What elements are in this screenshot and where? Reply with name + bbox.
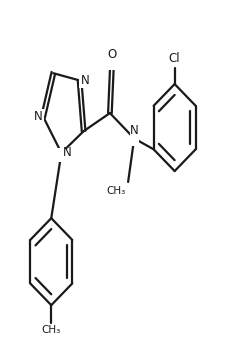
Text: Cl: Cl — [169, 52, 180, 65]
Text: CH₃: CH₃ — [42, 325, 61, 335]
Text: CH₃: CH₃ — [107, 186, 126, 196]
Bar — [79, 73, 88, 88]
Bar — [35, 109, 44, 124]
Bar — [130, 131, 139, 146]
Text: N: N — [62, 146, 71, 160]
Text: N: N — [33, 110, 42, 123]
Bar — [57, 148, 66, 162]
Text: N: N — [81, 74, 90, 87]
Bar — [108, 55, 116, 70]
Text: O: O — [107, 48, 117, 60]
Text: N: N — [130, 124, 139, 137]
